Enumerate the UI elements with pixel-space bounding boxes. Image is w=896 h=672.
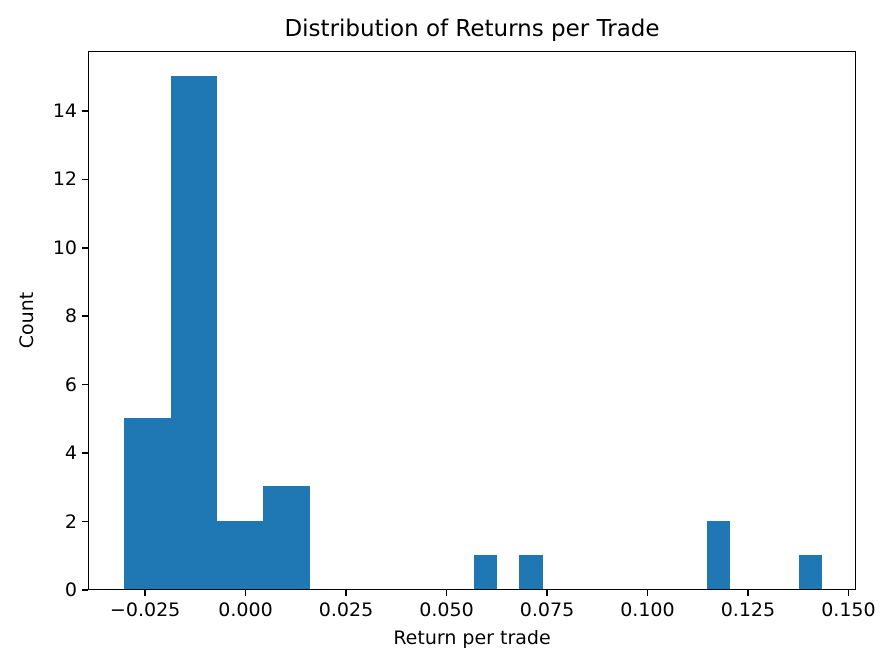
histogram-bar bbox=[263, 486, 310, 589]
histogram-bar bbox=[706, 520, 730, 589]
y-tick-label: 12 bbox=[52, 168, 77, 191]
histogram-bar bbox=[170, 75, 218, 589]
histogram-bar bbox=[519, 554, 543, 589]
y-tick-label: 10 bbox=[52, 236, 77, 259]
x-tick-mark bbox=[345, 590, 347, 596]
y-tick-mark bbox=[82, 178, 88, 181]
y-tick-label: 6 bbox=[64, 373, 77, 396]
x-tick-mark bbox=[445, 590, 448, 596]
y-tick-mark bbox=[82, 589, 88, 591]
x-tick-label: 0.150 bbox=[821, 599, 876, 621]
x-tick-mark bbox=[847, 590, 850, 596]
histogram-bar bbox=[474, 554, 498, 589]
y-tick-mark bbox=[82, 520, 88, 523]
x-tick-label: 0.100 bbox=[620, 599, 675, 621]
x-tick-mark bbox=[646, 590, 649, 596]
histogram-bar bbox=[798, 554, 822, 589]
y-tick-label: 2 bbox=[64, 510, 77, 533]
plot-area bbox=[88, 51, 856, 590]
y-tick-mark bbox=[82, 383, 88, 386]
y-tick-mark bbox=[82, 247, 88, 249]
y-tick-mark bbox=[82, 110, 88, 112]
y-tick-label: 8 bbox=[64, 305, 77, 328]
y-tick-mark bbox=[82, 452, 88, 454]
x-tick-mark bbox=[546, 590, 548, 596]
x-tick-mark bbox=[144, 590, 146, 596]
chart-title: Distribution of Returns per Trade bbox=[284, 16, 660, 42]
x-tick-label: 0.050 bbox=[419, 599, 474, 621]
y-tick-label: 14 bbox=[52, 99, 77, 122]
histogram-bar bbox=[217, 520, 264, 589]
y-tick-label: 0 bbox=[64, 579, 77, 601]
x-axis-label: Return per trade bbox=[393, 627, 551, 649]
x-tick-label: 0.125 bbox=[720, 599, 776, 621]
x-tick-label: 0.000 bbox=[218, 599, 273, 621]
x-tick-mark bbox=[244, 590, 247, 596]
x-tick-label: 0.075 bbox=[519, 599, 575, 621]
histogram-bar bbox=[124, 417, 171, 589]
x-tick-mark bbox=[747, 590, 749, 596]
x-tick-label: −0.025 bbox=[109, 599, 181, 621]
x-tick-label: 0.025 bbox=[318, 599, 374, 621]
y-tick-label: 4 bbox=[64, 442, 77, 465]
y-tick-mark bbox=[82, 315, 88, 317]
